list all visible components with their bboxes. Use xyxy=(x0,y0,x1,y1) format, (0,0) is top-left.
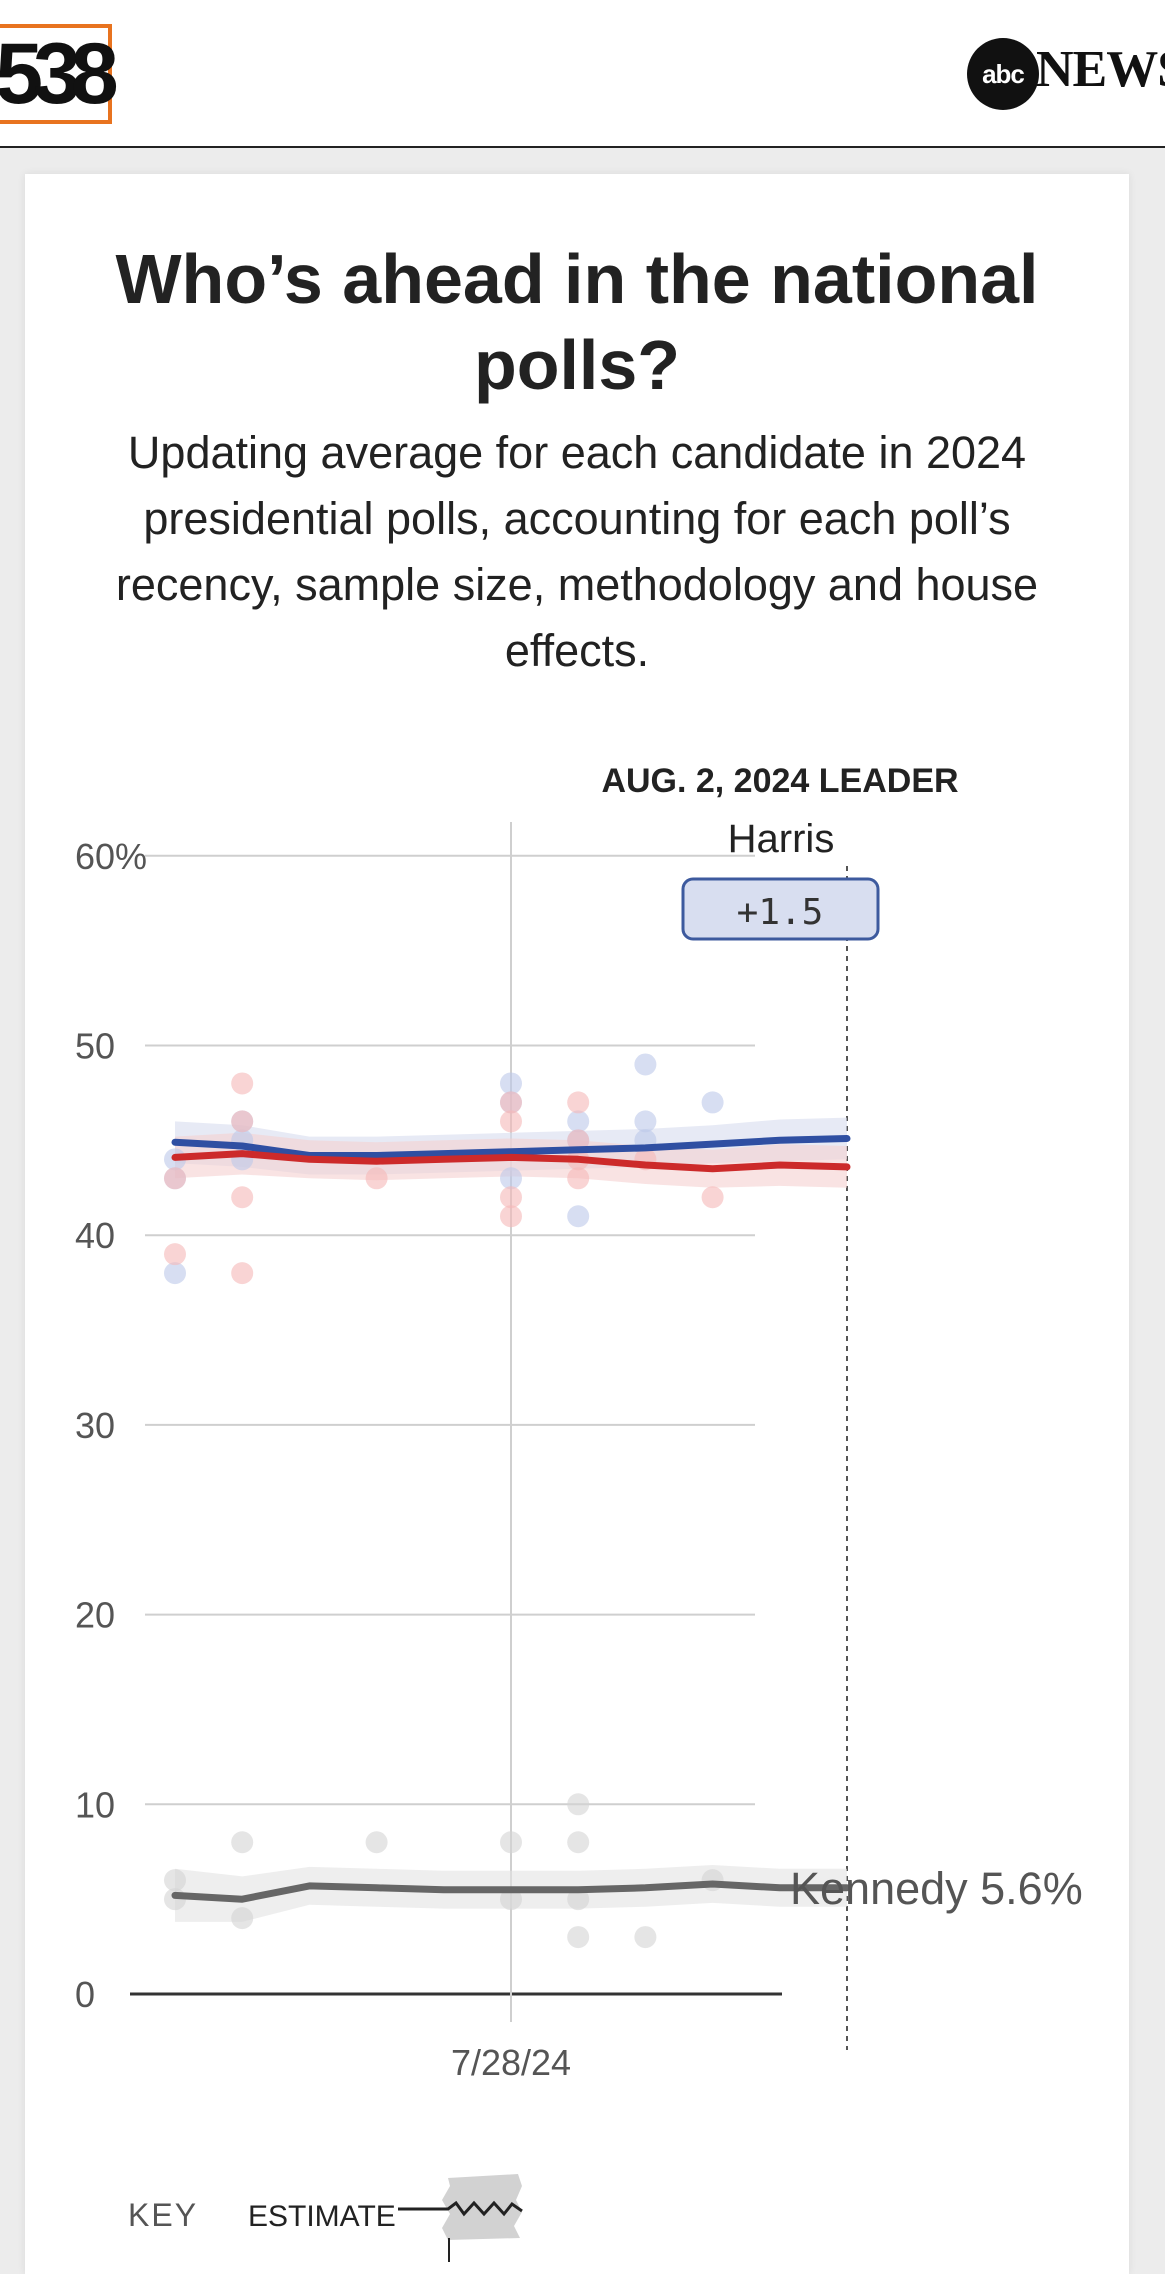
harris-poll-point xyxy=(164,1262,186,1285)
harris-average-line xyxy=(171,1135,851,1159)
harris-poll-point xyxy=(634,1053,657,1076)
kennedy-poll-point xyxy=(567,1793,590,1816)
key-label: KEY xyxy=(128,2197,198,2233)
kennedy-poll-point xyxy=(634,1926,657,1949)
trump-poll-point xyxy=(164,1167,186,1190)
y-tick-label: 10 xyxy=(75,1784,115,1825)
trump-poll-point xyxy=(500,1091,522,1114)
leader-margin-box xyxy=(681,877,880,941)
kennedy-poll-point xyxy=(365,1831,388,1854)
trump-poll-point xyxy=(500,1186,522,1209)
kennedy-poll-point xyxy=(567,1926,590,1949)
y-axis-ticks: 0 10 20 30 40 50 60% xyxy=(75,836,147,2015)
trump-poll-point xyxy=(231,1262,254,1285)
harris-poll-point xyxy=(567,1110,590,1133)
key-line-swatch xyxy=(398,2200,523,2217)
kennedy-poll-point xyxy=(164,1869,186,1892)
harris-poll-point xyxy=(500,1072,522,1095)
538-logo[interactable]: 538 xyxy=(0,24,119,124)
harris-poll-point xyxy=(701,1091,724,1114)
abc-news-wordmark[interactable]: NEWS xyxy=(1036,41,1165,98)
y-tick-label: 40 xyxy=(75,1215,115,1256)
harris-poll-point xyxy=(634,1110,657,1133)
leader-date-heading: AUG. 2, 2024 LEADER xyxy=(601,762,958,800)
y-tick-label: 20 xyxy=(75,1595,115,1636)
average-lines xyxy=(171,1135,851,1903)
y-tick-label: 50 xyxy=(75,1026,115,1067)
trump-poll-point xyxy=(500,1205,522,1228)
site-header: 538 abc NEWS xyxy=(0,0,1165,148)
trump-poll-point xyxy=(164,1243,186,1266)
trump-poll-point xyxy=(365,1167,388,1190)
abc-logo-icon[interactable]: abc xyxy=(967,38,1039,110)
kennedy-end-label: Kennedy 5.6% xyxy=(790,1863,1083,1914)
trump-poll-point xyxy=(500,1110,522,1133)
trump-poll-point xyxy=(231,1072,254,1095)
gridlines xyxy=(130,822,848,2050)
kennedy-poll-point xyxy=(567,1888,590,1911)
kennedy-poll-point xyxy=(567,1831,590,1854)
y-tick-label: 0 xyxy=(75,1974,95,2015)
trump-poll-point xyxy=(567,1129,590,1152)
trump-average-line xyxy=(171,1150,851,1173)
chart-key: KEY ESTIMATE xyxy=(128,2174,523,2262)
kennedy-poll-point xyxy=(500,1831,522,1854)
trump-poll-point xyxy=(701,1186,724,1209)
chart-title: Who’s ahead in the national polls? xyxy=(115,240,1039,404)
chart-subtitle: Updating average for each candidate in 2… xyxy=(115,427,1039,676)
leader-name: Harris xyxy=(728,817,835,861)
trump-poll-point xyxy=(231,1110,254,1133)
kennedy-poll-point xyxy=(231,1907,254,1930)
trump-poll-point xyxy=(567,1091,590,1114)
x-axis-ticks: 7/28/24 xyxy=(451,2042,571,2083)
kennedy-average-line xyxy=(171,1880,851,1903)
harris-poll-point xyxy=(500,1167,522,1190)
x-tick-label: 7/28/24 xyxy=(451,2042,571,2083)
poll-points xyxy=(164,1053,724,1949)
kennedy-poll-point xyxy=(231,1831,254,1854)
kennedy-poll-point xyxy=(500,1888,522,1911)
y-tick-label: 30 xyxy=(75,1405,115,1446)
leader-margin-value: +1.5 xyxy=(737,892,824,933)
trump-poll-point xyxy=(231,1186,254,1209)
key-band-swatch xyxy=(442,2174,522,2240)
y-tick-label: 60% xyxy=(75,836,147,877)
key-estimate-label: ESTIMATE xyxy=(248,2200,396,2233)
harris-poll-point xyxy=(567,1205,590,1228)
trump-poll-point xyxy=(567,1167,590,1190)
